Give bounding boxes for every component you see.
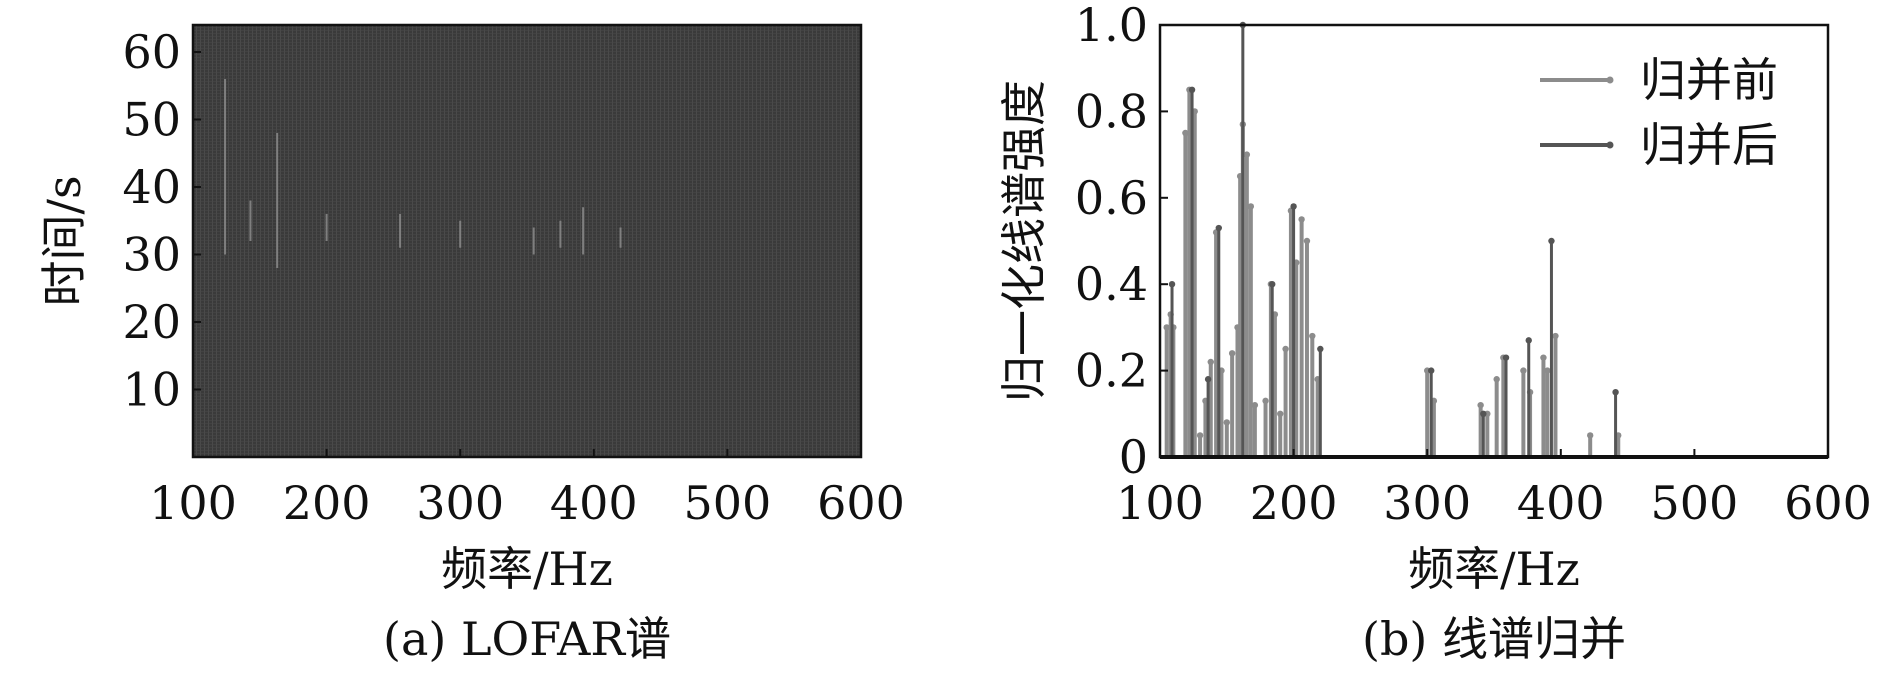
- panel-a: 10 20 30 40 50 60 100 200 300 400 500 600 频率/Hz 时间…: [37, 23, 905, 666]
- stem-marker: [1223, 419, 1231, 426]
- stem-marker: [1277, 410, 1284, 417]
- y-tick-label: 60: [122, 25, 181, 79]
- y-tick-label: 0.2: [1075, 344, 1148, 398]
- stem-marker: [1251, 401, 1259, 409]
- x-axis-title-a: 频率/Hz: [441, 542, 613, 596]
- heatmap: [193, 25, 861, 457]
- stem-marker: [1204, 376, 1212, 383]
- stem-marker: [1612, 389, 1619, 396]
- legend: 归并前 归并后: [1540, 53, 1778, 172]
- stem-marker: [1502, 354, 1510, 361]
- y-tick-label: 30: [122, 228, 181, 282]
- stem-marker: [1168, 281, 1176, 288]
- legend-item-before: 归并前: [1540, 53, 1778, 107]
- x-tick-label: 500: [683, 476, 771, 530]
- stem-marker: [1163, 324, 1170, 331]
- stem-marker: [1247, 203, 1255, 210]
- spectral-lines: [224, 79, 622, 268]
- stem-marker: [1586, 432, 1594, 439]
- legend-label-after: 归并后: [1640, 118, 1778, 172]
- legend-marker-before: [1606, 76, 1614, 84]
- y-tick-label: 40: [122, 160, 181, 214]
- plot-frame-b: [1158, 23, 1830, 459]
- x-tick-label: 500: [1650, 476, 1738, 530]
- stem-marker: [1309, 332, 1316, 340]
- caption-a: (a) LOFAR谱: [383, 612, 671, 666]
- stem-marker: [1525, 337, 1532, 344]
- x-tick-label: 100: [1116, 476, 1204, 530]
- legend-label-before: 归并前: [1640, 53, 1778, 107]
- stem-marker: [1282, 345, 1289, 353]
- x-ticks-a: 100 200 300 400 500 600: [149, 449, 905, 530]
- y-tick-label: 1.0: [1075, 0, 1148, 52]
- y-tick-label: 0: [1119, 430, 1148, 484]
- stem-marker: [1298, 216, 1305, 223]
- stem-marker: [1303, 237, 1311, 245]
- legend-item-after: 归并后: [1540, 118, 1778, 172]
- stem-marker: [1188, 86, 1196, 94]
- legend-marker-after: [1606, 141, 1614, 149]
- x-tick-label: 100: [149, 476, 237, 530]
- stem-marker: [1207, 358, 1214, 366]
- stem-marker: [1544, 367, 1551, 374]
- plot-frame-a: [191, 23, 863, 459]
- stem-marker: [1262, 397, 1269, 405]
- y-tick-label: 0.4: [1075, 257, 1148, 311]
- stem-marker: [1477, 401, 1484, 409]
- x-tick-label: 400: [550, 476, 638, 530]
- x-tick-label: 300: [1383, 476, 1471, 530]
- y-tick-label: 10: [122, 363, 181, 417]
- x-tick-label: 400: [1517, 476, 1605, 530]
- y-tick-label: 50: [122, 93, 181, 147]
- stem-marker: [1317, 345, 1324, 353]
- stem-marker: [1243, 151, 1251, 158]
- stem-marker: [1215, 224, 1222, 232]
- stem-marker: [1269, 281, 1276, 288]
- stem-marker: [1493, 376, 1500, 383]
- y-tick-label: 20: [122, 295, 181, 349]
- heatmap-hgrid: [193, 25, 861, 457]
- stem-marker: [1228, 350, 1236, 357]
- y-axis-title-a: 时间/s: [37, 175, 91, 306]
- stem-marker: [1480, 410, 1487, 417]
- stem-marker: [1182, 129, 1189, 137]
- x-ticks-b: 100 200 300 400 500 600: [1116, 449, 1872, 530]
- stem-marker: [1548, 237, 1555, 245]
- stem-marker: [1520, 367, 1527, 374]
- x-tick-label: 300: [416, 476, 504, 530]
- stem-marker: [1290, 203, 1297, 210]
- x-axis-title-b: 频率/Hz: [1408, 542, 1580, 596]
- x-tick-label: 200: [283, 476, 371, 530]
- panel-b: 0 0.2 0.4 0.6 0.8 1.0 100 200 300 400 500 600 频率/H…: [997, 0, 1872, 666]
- stem-marker: [1428, 367, 1435, 374]
- x-tick-label: 600: [817, 476, 905, 530]
- bars: [1160, 21, 1828, 459]
- y-axis-title-b: 归一化线谱强度: [997, 80, 1051, 402]
- y-ticks-b: 0 0.2 0.4 0.6 0.8 1.0: [1075, 0, 1168, 484]
- stem-marker: [1552, 332, 1559, 340]
- stem-marker: [1196, 432, 1204, 439]
- stem-marker: [1540, 354, 1547, 361]
- y-tick-label: 0.8: [1075, 84, 1148, 138]
- x-tick-label: 200: [1250, 476, 1338, 530]
- y-tick-label: 0.6: [1075, 171, 1148, 225]
- x-tick-label: 600: [1784, 476, 1872, 530]
- y-ticks-a: 10 20 30 40 50 60: [122, 25, 201, 417]
- caption-b: (b) 线谱归并: [1362, 612, 1626, 666]
